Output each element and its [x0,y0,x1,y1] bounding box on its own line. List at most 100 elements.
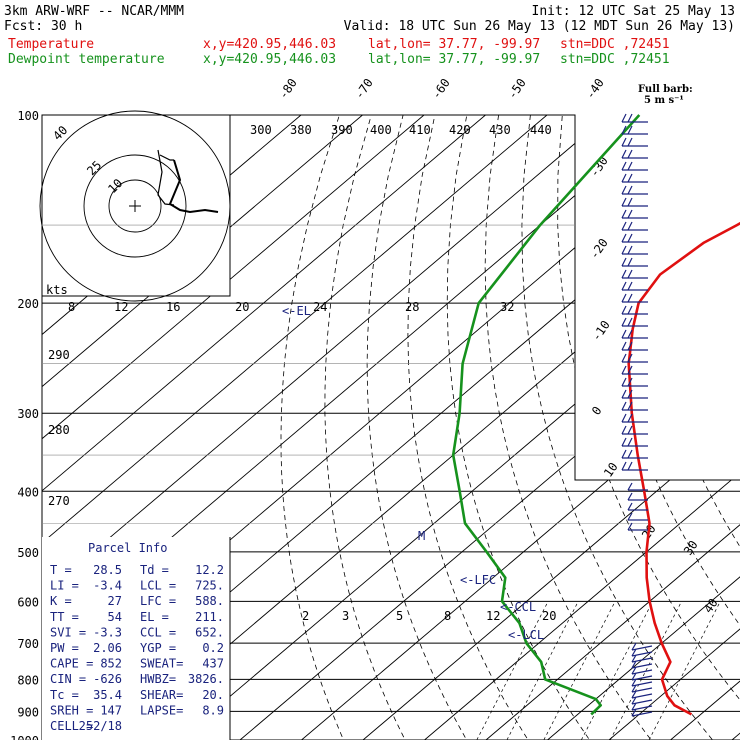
dry-adiabat-line [721,115,740,740]
temp-latlon: lat,lon= 37.77, -99.97 [368,37,540,52]
isotherm-label: 40 [701,596,721,616]
theta-label: 420 [449,123,471,137]
wind-barb-flag [627,329,633,339]
isotherm-line [670,115,740,740]
pressure-tick-labels: 100 200 300 400 500 600 700 800 900 1000 [10,109,39,740]
wind-barb-flag [621,353,627,363]
dry-adiabat-line [280,115,350,740]
parcel-info-label: Tc = [50,688,79,702]
isotherm-line [42,115,609,740]
isotherm-label: 10 [601,460,621,480]
wind-barb-flag [627,137,633,147]
parcel-info-label: CCL = [140,625,176,639]
wind-barb-flag [627,522,633,531]
parcel-panel-bg [42,537,230,740]
dew-series-name: Dewpoint temperature [8,52,165,67]
parcel-info-value: 35.4 [93,688,122,702]
barb-legend: Full barb: 5 m s⁻¹ [638,84,693,106]
wind-barb-flag [621,197,627,207]
dry-adiabat-line [407,115,538,740]
isotherm-line [42,115,486,740]
parcel-info-value: 652. [195,625,224,639]
parcel-info-label: CELL = [50,719,93,733]
parcel-info-title: Parcel Info [88,541,167,555]
parcel-info-label: EL = [140,610,169,624]
dry-adiabat-line [591,115,740,740]
theta-labels: 270 280 290 300 380 390 400 410 420 430 440 [48,123,552,508]
wind-barb-flag [621,425,627,435]
wind-barb-flag [621,329,627,339]
wind-barb-flag [627,401,633,411]
wind-barb-flag [621,293,627,303]
mixing-ratio-line [581,601,653,740]
dry-adiabat-line [324,115,413,740]
isotherm-line [301,115,740,740]
wind-barb-shaft [631,711,653,717]
isotherm-label: -40 [583,76,607,102]
forecast-hour: Fcst: 30 h [4,19,82,34]
pressure-tick-label: 400 [17,485,39,499]
sounding-series [451,114,740,716]
hodo-speed-label: 24 [313,300,327,314]
wind-barb-flag [627,113,633,123]
hodo-speed-label: 28 [405,300,419,314]
isotherm-line [178,115,740,740]
mixing-ratio-line [543,601,616,740]
wind-barb-flag [621,233,627,243]
parcel-info-value: 211. [195,610,224,624]
hodograph-unit-label: kts [46,283,68,297]
isotherm-label: 0 [589,404,605,418]
wind-barb-flag [627,197,633,207]
wind-barb-flag [627,353,633,363]
pressure-tick-label: 700 [17,637,39,651]
parcel-info-label: SHEAR= [140,688,183,702]
wind-barb-flag [627,269,633,279]
mixing-ratio-line [648,601,721,740]
isotherm-line [547,115,740,740]
parcel-info-value: 3826. [188,672,224,686]
wind-barb-flag [627,173,633,183]
parcel-info-value: 0.2 [202,641,224,655]
mixing-ratio-label: 12 [486,609,500,623]
parcel-info-value: -3.3 [93,625,122,639]
parcel-info-label: LAPSE= [140,703,183,717]
wind-barb-shaft [631,681,653,687]
theta-label: 280 [48,423,70,437]
wind-barb-flag [627,149,633,159]
model-title: 3km ARW-WRF -- NCAR/MMM [4,4,184,19]
parcel-info-value: -3.4 [93,579,122,593]
dry-adiabat-line [366,115,475,740]
pressure-tick-label: 200 [17,297,39,311]
parcel-info-value: 54 [108,610,122,624]
hodograph-trace-upper [159,154,174,161]
wind-barb-flag [627,437,633,447]
dry-adiabat-line [657,115,740,740]
wind-barb-flag [631,696,637,705]
wind-barb-flag [631,684,637,693]
wind-barb-flag [631,654,637,663]
parcel-info-label: LI = [50,579,79,593]
wind-barb-flag [621,377,627,387]
wind-barb-flag [621,185,627,195]
wind-barb-shaft [631,687,653,693]
isotherm-line [362,115,740,740]
parcel-info-label: LCL = [140,579,176,593]
hodograph-ring [108,179,162,233]
wind-barb-shaft [631,705,653,711]
valid-time: Valid: 18 UTC Sun 26 May 13 (12 MDT Sun … [344,19,735,34]
wind-barb-flag [627,317,633,327]
wind-barb-flag [621,305,627,315]
wind-barb-flag [621,257,627,267]
pressure-tick-label: 600 [17,595,39,609]
wind-barb-flag [621,161,627,171]
wind-barb-flag [621,173,627,183]
wind-barb-flag [627,245,633,255]
parcel-info-label: SVI = [50,625,86,639]
level-markers: <-EL <-LFC <-CCL <-LCL M [282,304,544,642]
wind-barb-flag [621,221,627,231]
pressure-tick-label: 100 [17,109,39,123]
parcel-info-label: K = [50,594,72,608]
marker-lcl: <-LCL [508,628,544,642]
mixing-ratio-line [506,601,579,740]
